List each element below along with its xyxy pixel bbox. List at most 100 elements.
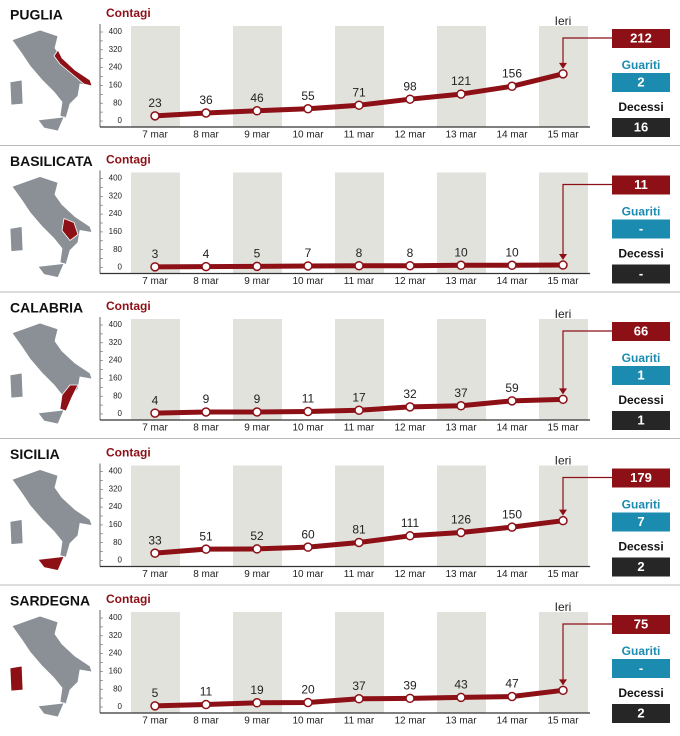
- point: [354, 694, 364, 704]
- callout-line: [562, 330, 612, 392]
- panel: PUGLIA Contagi 0 80 160 240 320 400 7 mar 8 mar 9 …: [0, 6, 680, 146]
- x-tick-label: 8 mar: [193, 716, 219, 727]
- data-label: 7: [305, 246, 312, 260]
- x-tick-label: 7 mar: [142, 569, 168, 580]
- y-tick-label: 400: [109, 613, 123, 622]
- x-tick-label: 11 mar: [344, 423, 375, 434]
- point: [405, 693, 415, 704]
- stripe: [233, 172, 282, 274]
- deaths-value: 1: [637, 412, 644, 427]
- map-highlight: [59, 384, 79, 412]
- callout-line: [562, 476, 612, 513]
- callout-line: [562, 183, 612, 258]
- data-label: 81: [352, 523, 366, 537]
- map-land: [37, 409, 65, 425]
- map-land: [11, 322, 93, 412]
- data-label: 8: [356, 246, 363, 260]
- point: [558, 685, 568, 696]
- data-label: 17: [352, 390, 366, 404]
- point: [456, 527, 466, 538]
- recovered-value: 2: [637, 74, 644, 89]
- point: [405, 260, 415, 271]
- y-tick-label: 400: [109, 320, 123, 329]
- data-label: 19: [250, 683, 264, 697]
- point: [303, 104, 313, 114]
- recovered-label: Guariti: [622, 58, 661, 72]
- data-label: 156: [502, 66, 522, 80]
- point: [201, 108, 211, 118]
- y-tick-label: 80: [113, 245, 122, 254]
- recovered-label: Guariti: [622, 498, 661, 512]
- chart-subtitle: Contagi: [106, 299, 151, 313]
- x-tick-label: 7 mar: [142, 716, 168, 727]
- x-tick-label: 11 mar: [344, 716, 375, 727]
- y-tick-label: 320: [109, 45, 123, 54]
- point: [303, 406, 313, 417]
- region-name: BASILICATA: [10, 153, 93, 169]
- point: [303, 261, 313, 271]
- y-tick-label: 80: [113, 98, 122, 107]
- x-tick-label: 12 mar: [394, 569, 426, 580]
- deaths-label: Decessi: [618, 686, 663, 700]
- data-label: 60: [301, 527, 315, 541]
- total-value: 75: [634, 616, 648, 631]
- data-label: 43: [454, 678, 468, 692]
- x-tick-label: 14 mar: [496, 130, 528, 141]
- x-tick-label: 15 mar: [547, 716, 579, 727]
- point: [303, 542, 313, 552]
- point: [405, 94, 415, 104]
- point: [507, 396, 517, 406]
- y-tick-label: 160: [109, 520, 123, 529]
- y-tick-label: 400: [109, 27, 123, 36]
- x-tick-label: 15 mar: [547, 569, 579, 580]
- data-label: 9: [203, 392, 210, 406]
- x-tick-label: 7 mar: [142, 423, 168, 434]
- recovered-label: Guariti: [622, 205, 661, 219]
- data-label: 11: [200, 685, 213, 699]
- data-label: 55: [301, 89, 315, 103]
- deaths-value: 2: [637, 559, 644, 574]
- x-tick-label: 10 mar: [292, 130, 324, 141]
- x-tick-label: 15 mar: [547, 130, 579, 141]
- point: [201, 261, 211, 272]
- annotation: Ieri: [555, 307, 572, 321]
- recovered-label: Guariti: [622, 644, 661, 658]
- point: [252, 407, 262, 417]
- map-land: [11, 469, 93, 559]
- point: [252, 261, 262, 272]
- y-tick-label: 0: [118, 702, 123, 711]
- x-tick-label: 15 mar: [547, 276, 579, 287]
- point: [405, 402, 415, 412]
- x-tick-label: 12 mar: [394, 716, 426, 727]
- stripe: [131, 319, 180, 420]
- x-tick-label: 9 mar: [244, 569, 270, 580]
- total-box: [612, 615, 670, 634]
- point: [456, 260, 466, 271]
- map-land: [11, 615, 93, 705]
- point: [558, 394, 568, 405]
- point: [201, 544, 211, 554]
- x-tick-label: 13 mar: [445, 276, 477, 287]
- x-tick-label: 10 mar: [292, 716, 324, 727]
- y-tick-label: 240: [109, 502, 123, 511]
- x-tick-label: 14 mar: [496, 423, 528, 434]
- point: [354, 405, 364, 415]
- x-tick-label: 13 mar: [445, 569, 477, 580]
- stripe: [131, 26, 180, 127]
- panel: BASILICATA Contagi 0 80 160 240 320 400 7 mar 8 m…: [0, 153, 680, 293]
- point: [150, 408, 160, 418]
- y-tick-label: 0: [118, 116, 123, 125]
- data-label: 10: [454, 245, 468, 259]
- point: [354, 537, 364, 548]
- callout-line: [562, 623, 612, 683]
- point: [456, 692, 466, 703]
- x-tick-label: 9 mar: [244, 130, 270, 141]
- y-tick-label: 80: [113, 684, 122, 693]
- data-label: 10: [505, 245, 519, 259]
- x-tick-label: 9 mar: [244, 423, 270, 434]
- deaths-value: 16: [634, 119, 648, 134]
- y-tick-label: 160: [109, 81, 123, 90]
- deaths-box: [612, 411, 670, 430]
- point: [558, 515, 568, 526]
- x-tick-label: 11 mar: [344, 569, 375, 580]
